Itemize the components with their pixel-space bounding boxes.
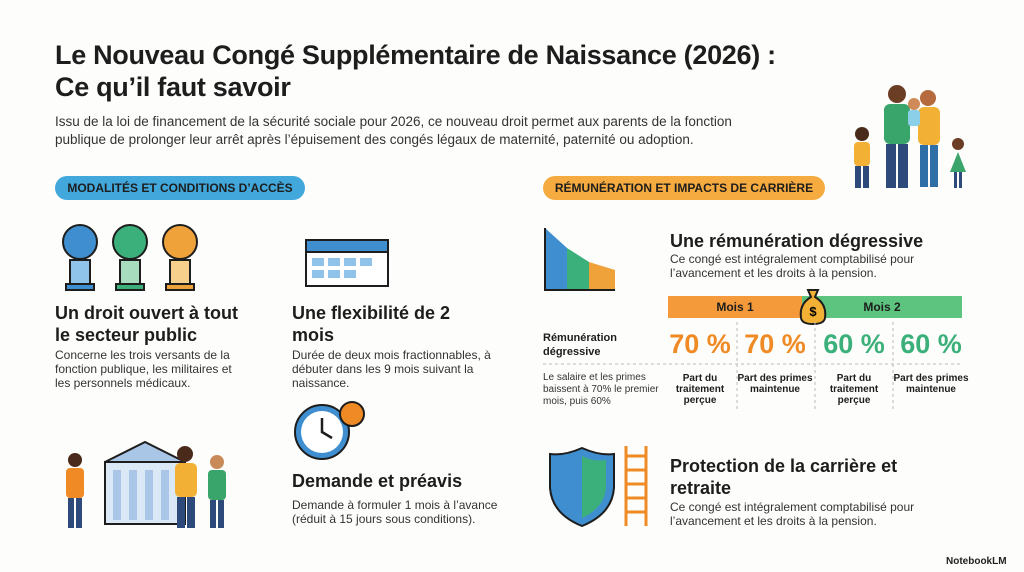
column-label: Part du traitement perçue	[675, 373, 725, 406]
brand: NotebookLM	[946, 556, 1007, 567]
calendar-icon	[305, 239, 389, 287]
card-text: Concerne les trois versants de la foncti…	[55, 348, 232, 390]
title: Ce qu’il faut savoir	[55, 72, 291, 102]
card-text: Durée de deux mois fractionnables, à déb…	[292, 348, 491, 390]
card-title: Un droit ouvert à tout le secteur public	[55, 303, 238, 345]
table-note: Le salaire et les primes baissent à 70% …	[543, 372, 659, 407]
decreasing-bars-icon	[544, 228, 615, 291]
month-header: Mois 2	[802, 296, 962, 318]
section-badge: RÉMUNÉRATION ET IMPACTS DE CARRIÈRE	[543, 176, 825, 200]
card-text: Demande à formuler 1 mois à l’avance (ré…	[292, 498, 498, 526]
percentage: 60 %	[900, 329, 962, 359]
card-title: Une flexibilité de 2 mois	[292, 303, 451, 345]
section-badge: MODALITÉS ET CONDITIONS D’ACCÈS	[55, 176, 305, 200]
month-header: Mois 1	[668, 296, 802, 318]
column-label: Part des primes maintenue	[893, 373, 969, 395]
percentage: 70 %	[744, 329, 806, 359]
column-label: Part des primes maintenue	[737, 373, 813, 395]
svg-text:$: $	[809, 304, 817, 319]
table-dividers	[543, 322, 961, 410]
shield-ladder-icon	[549, 446, 648, 528]
section-title: Protection de la carrière et retraite	[670, 456, 898, 498]
column-label: Part du traitement perçue	[829, 373, 879, 406]
row-label: Rémunération dégressive	[543, 332, 617, 358]
section-text: Ce congé est intégralement comptabilisé …	[670, 252, 915, 280]
clock-icon	[294, 401, 365, 460]
title: Le Nouveau Congé Supplémentaire de Naiss…	[55, 40, 776, 70]
percentage: 70 %	[669, 329, 731, 359]
pillars-icon	[62, 224, 198, 291]
intro: Issu de la loi de financement de la sécu…	[55, 114, 732, 147]
family-illustration	[854, 85, 966, 188]
building-illustration	[66, 440, 226, 528]
card-title: Demande et préavis	[292, 471, 463, 491]
section-title: Une rémunération dégressive	[670, 231, 924, 251]
section-text: Ce congé est intégralement comptabilisé …	[670, 500, 915, 528]
money-bag-icon: $	[799, 289, 827, 326]
percentage: 60 %	[823, 329, 885, 359]
